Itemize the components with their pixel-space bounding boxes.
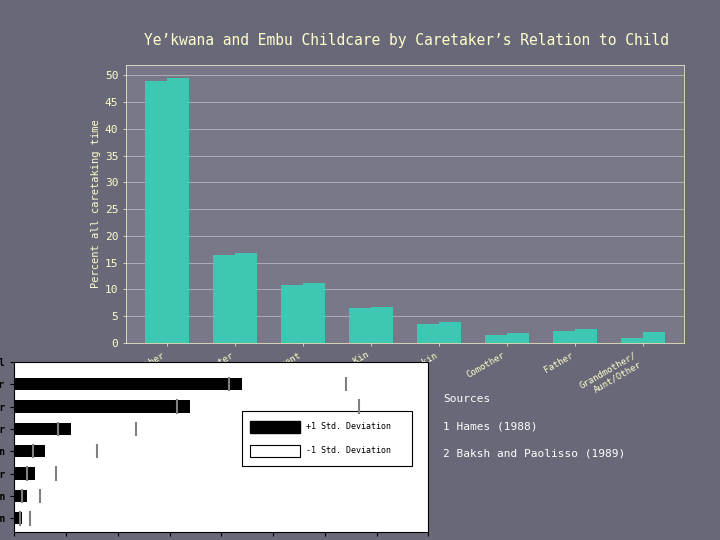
Bar — [303, 283, 325, 343]
Bar — [281, 285, 303, 343]
Bar — [14, 400, 190, 413]
Text: 1 Hames (1988): 1 Hames (1988) — [443, 421, 537, 431]
Text: +1 Std. Deviation: +1 Std. Deviation — [306, 422, 391, 431]
Bar — [14, 378, 242, 390]
Bar — [235, 253, 256, 343]
Bar — [485, 335, 507, 343]
Bar — [643, 332, 665, 343]
Bar — [14, 468, 35, 480]
Text: Sources: Sources — [443, 394, 490, 404]
Bar — [371, 307, 392, 343]
FancyBboxPatch shape — [251, 421, 300, 433]
Bar — [439, 321, 461, 343]
Bar — [213, 255, 235, 343]
Bar — [14, 512, 22, 524]
Bar — [14, 423, 71, 435]
Bar — [145, 81, 167, 343]
FancyBboxPatch shape — [251, 445, 300, 457]
Bar — [507, 333, 529, 343]
Y-axis label: Percent all caretaking time: Percent all caretaking time — [91, 119, 101, 288]
Bar — [167, 78, 189, 343]
Text: -1 Std. Deviation: -1 Std. Deviation — [306, 446, 391, 455]
Bar — [621, 338, 643, 343]
Text: Ye’kwana and Embu Childcare by Caretaker’s Relation to Child: Ye’kwana and Embu Childcare by Caretaker… — [144, 33, 670, 48]
Bar — [349, 308, 371, 343]
Bar — [418, 324, 439, 343]
Bar — [14, 445, 45, 457]
Bar — [575, 329, 597, 343]
Bar — [554, 330, 575, 343]
Bar — [14, 490, 27, 502]
Text: 2 Baksh and Paolisso (1989): 2 Baksh and Paolisso (1989) — [443, 448, 625, 458]
